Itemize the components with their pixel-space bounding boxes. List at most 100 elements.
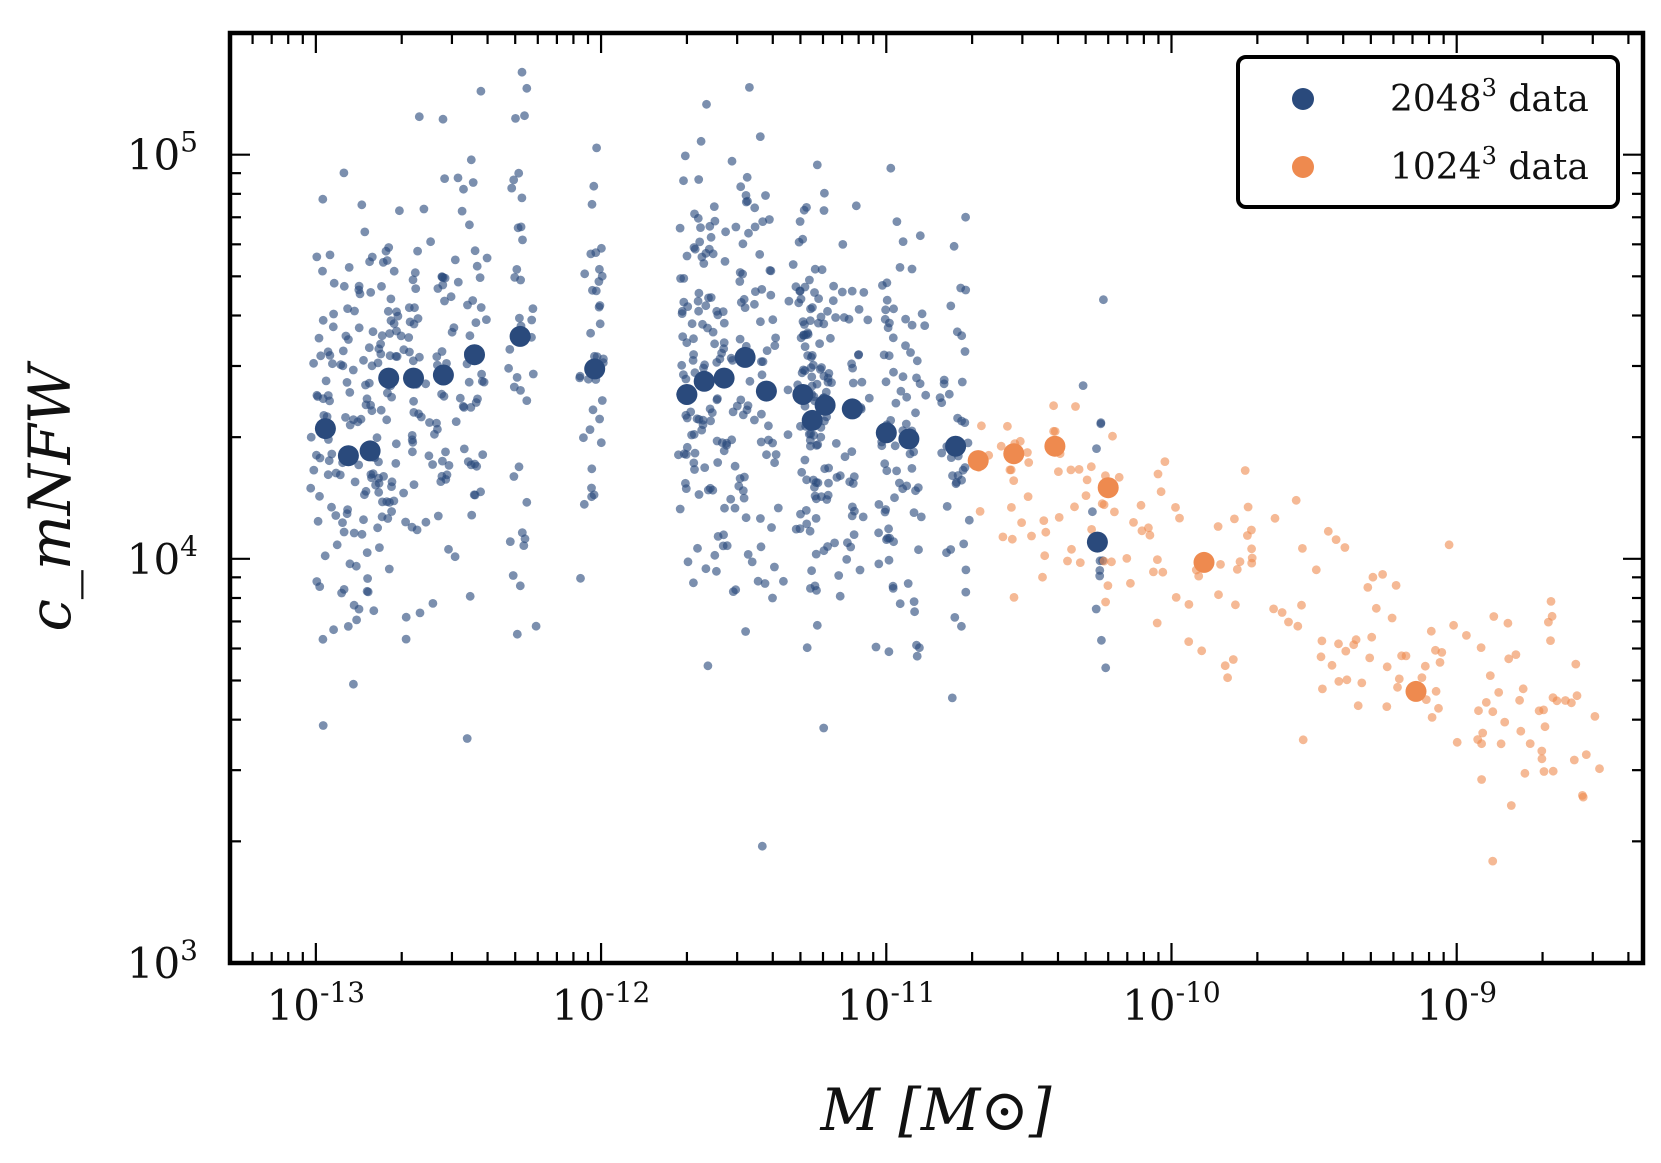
scatter-point (354, 604, 364, 614)
scatter-point (1378, 570, 1387, 579)
scatter-point (817, 492, 826, 501)
scatter-point (407, 522, 417, 532)
scatter-point (522, 497, 532, 507)
scatter-point (425, 418, 434, 427)
scatter-point (719, 338, 729, 347)
scatter-point (814, 318, 823, 328)
scatter-point (455, 393, 465, 403)
scatter-point (414, 112, 424, 122)
scatter-point (1291, 495, 1301, 505)
scatter-point (708, 485, 718, 495)
scatter-point (756, 514, 765, 523)
scatter-point (948, 471, 957, 481)
scatter-point (736, 395, 746, 405)
scatter-point (915, 231, 925, 241)
scatter-point (812, 379, 822, 389)
scatter-point (433, 511, 443, 521)
scatter-point (756, 317, 765, 327)
scatter-point (309, 358, 318, 368)
scatter-point (998, 532, 1008, 542)
scatter-point (343, 304, 352, 313)
scatter-point (338, 346, 348, 356)
median-points (314, 325, 1427, 702)
scatter-point (383, 388, 392, 398)
scatter-point (462, 734, 472, 743)
scatter-point (587, 464, 597, 474)
scatter-point (761, 191, 770, 200)
x-tick-label: 10-9 (1416, 976, 1497, 1030)
scatter-point (742, 172, 752, 182)
scatter-point (468, 178, 478, 187)
scatter-point (1184, 637, 1194, 646)
scatter-point (376, 405, 386, 415)
scatter-point (476, 303, 486, 312)
median-point-1024 (1097, 477, 1119, 499)
scatter-point (522, 83, 532, 93)
scatter-point (1197, 646, 1207, 656)
scatter-point (806, 441, 815, 451)
scatter-point (721, 227, 730, 237)
scatter-point (1365, 653, 1375, 663)
scatter-point (813, 440, 823, 449)
scatter-point (690, 209, 699, 219)
scatter-point (1353, 701, 1363, 711)
scatter-point (806, 304, 815, 314)
scatter-point (508, 571, 518, 580)
scatter-point (740, 472, 749, 482)
scatter-point (315, 453, 325, 463)
scatter-point (1137, 526, 1147, 536)
legend: 20483 data 10243 data (1236, 55, 1620, 209)
scatter-point (319, 411, 329, 420)
scatter-point (1122, 554, 1132, 563)
scatter-point (1009, 476, 1019, 485)
scatter-point (812, 586, 821, 595)
scatter-point (313, 516, 323, 526)
scatter-point (802, 519, 812, 529)
scatter-point (800, 455, 810, 465)
tick-labels: 10-13 10-12 10-11 10-10 10-9 103 104 105 (127, 126, 1497, 1030)
scatter-point (438, 456, 447, 466)
scatter-point (944, 389, 954, 399)
scatter-point (880, 314, 890, 324)
scatter-point (401, 634, 411, 644)
scatter-point (1477, 775, 1486, 784)
scatter-point (768, 438, 777, 448)
scatter-point (1581, 750, 1591, 759)
scatter-point (440, 174, 449, 184)
scatter-point (1095, 566, 1105, 575)
scatter-point (323, 470, 333, 480)
scatter-point (884, 351, 894, 361)
scatter-point (399, 345, 409, 355)
scatter-point (315, 491, 324, 501)
scatter-point (959, 539, 969, 549)
scatter-point (453, 277, 463, 287)
scatter-point (701, 564, 711, 574)
scatter-point (1107, 557, 1116, 567)
scatter-point (475, 273, 485, 282)
scatter-point (961, 565, 971, 575)
scatter-point (835, 591, 845, 601)
scatter-point (444, 544, 453, 554)
scatter-point (411, 284, 421, 293)
scatter-point (1136, 500, 1146, 510)
scatter-point (512, 265, 522, 274)
scatter-point (762, 450, 771, 460)
scatter-point (794, 237, 804, 247)
scatter-point (906, 348, 915, 357)
scatter-point (587, 483, 596, 493)
scatter-point (1110, 507, 1119, 517)
scatter-point (382, 497, 392, 506)
scatter-point (720, 503, 729, 513)
scatter-point (1323, 526, 1333, 536)
median-point-1024 (1044, 435, 1066, 457)
scatter-point (451, 417, 461, 426)
scatter-point (1054, 513, 1064, 522)
scatter-point (957, 416, 966, 426)
scatter-point (801, 506, 811, 515)
scatter-point (354, 323, 364, 333)
scatter-point (528, 304, 538, 313)
scatter-point (1054, 467, 1063, 476)
scatter-point (1578, 792, 1588, 802)
scatter-point (1506, 801, 1516, 810)
scatter-point (758, 217, 768, 227)
